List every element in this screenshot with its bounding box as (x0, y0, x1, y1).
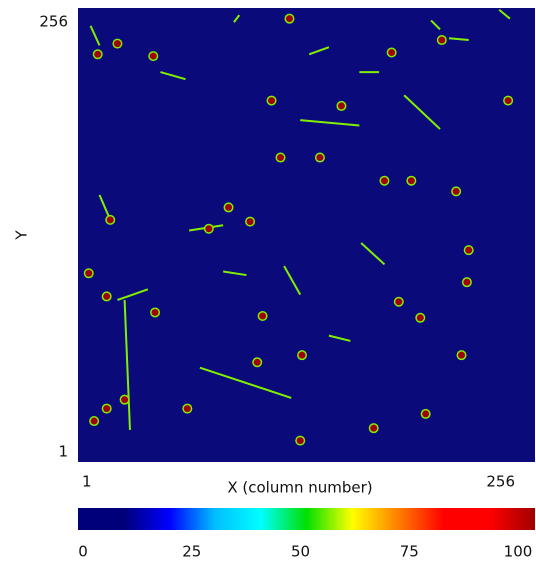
spot (149, 52, 157, 60)
spot (121, 396, 129, 404)
track (223, 270, 247, 277)
spot (388, 49, 396, 57)
track (360, 242, 386, 266)
track (308, 46, 330, 56)
spot (285, 15, 293, 23)
spot (407, 177, 415, 185)
track (328, 334, 351, 342)
colorbar-tick-label: 0 (78, 543, 88, 561)
spot (90, 417, 98, 425)
track (117, 288, 149, 301)
track (160, 71, 186, 81)
spot (106, 216, 114, 224)
spot (504, 97, 512, 105)
spot (370, 424, 378, 432)
spot (151, 308, 159, 316)
spot (452, 187, 460, 195)
plot-background (78, 8, 535, 462)
colorbar-tick-label: 100 (504, 543, 533, 561)
spot (277, 154, 285, 162)
y-tick-label: 256 (39, 13, 68, 31)
spot (296, 437, 304, 445)
x-tick-label: 256 (486, 473, 515, 491)
track (89, 25, 101, 46)
spot (422, 410, 430, 418)
track (498, 9, 511, 20)
spot (316, 154, 324, 162)
colorbar-tick-label: 25 (182, 543, 201, 561)
spot (395, 298, 403, 306)
spot (103, 292, 111, 300)
y-tick-label: 1 (58, 443, 68, 461)
spot (246, 218, 254, 226)
spot (113, 40, 121, 48)
track (300, 119, 360, 127)
spot (259, 312, 267, 320)
spot (337, 102, 345, 110)
spot (298, 351, 306, 359)
spot (253, 358, 261, 366)
track (283, 265, 302, 296)
spot (458, 351, 466, 359)
track (403, 94, 441, 130)
spot (183, 405, 191, 413)
spot (463, 278, 471, 286)
spot (225, 203, 233, 211)
spot (380, 177, 388, 185)
track (448, 37, 469, 42)
spot (416, 314, 424, 322)
x-tick-label: 1 (82, 473, 92, 491)
track (199, 366, 292, 399)
spot (205, 225, 213, 233)
spot (268, 97, 276, 105)
spot (85, 269, 93, 277)
colorbar-tick-label: 75 (400, 543, 419, 561)
track (233, 14, 241, 23)
track (430, 19, 441, 31)
track (123, 299, 131, 430)
spot (103, 405, 111, 413)
spot (438, 36, 446, 44)
x-axis-label: X (column number) (227, 479, 372, 497)
spot (465, 246, 473, 254)
colorbar (78, 508, 535, 530)
colorbar-tick-label: 50 (291, 543, 310, 561)
y-axis-label: Y (13, 230, 31, 241)
spot (94, 50, 102, 58)
